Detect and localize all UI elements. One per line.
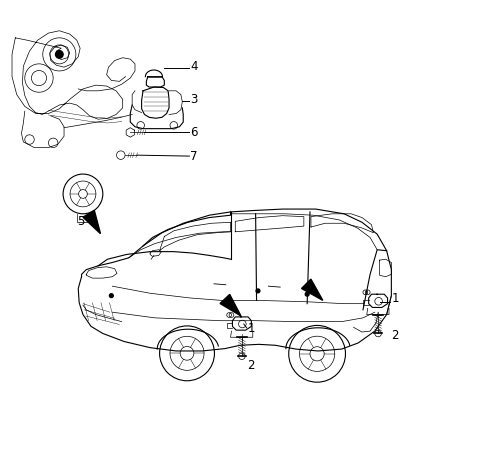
Circle shape (56, 51, 63, 58)
Polygon shape (301, 279, 323, 300)
Text: 5: 5 (77, 215, 84, 228)
Text: 7: 7 (191, 149, 198, 163)
Circle shape (109, 294, 113, 298)
Text: 1: 1 (248, 322, 255, 335)
Circle shape (256, 289, 260, 293)
Polygon shape (220, 294, 241, 316)
Text: 1: 1 (391, 292, 399, 306)
Text: 2: 2 (391, 329, 399, 342)
Polygon shape (83, 210, 100, 234)
Circle shape (305, 292, 309, 296)
Text: 6: 6 (191, 126, 198, 139)
Text: 3: 3 (191, 93, 198, 106)
Text: 2: 2 (248, 359, 255, 372)
Text: 4: 4 (191, 60, 198, 73)
